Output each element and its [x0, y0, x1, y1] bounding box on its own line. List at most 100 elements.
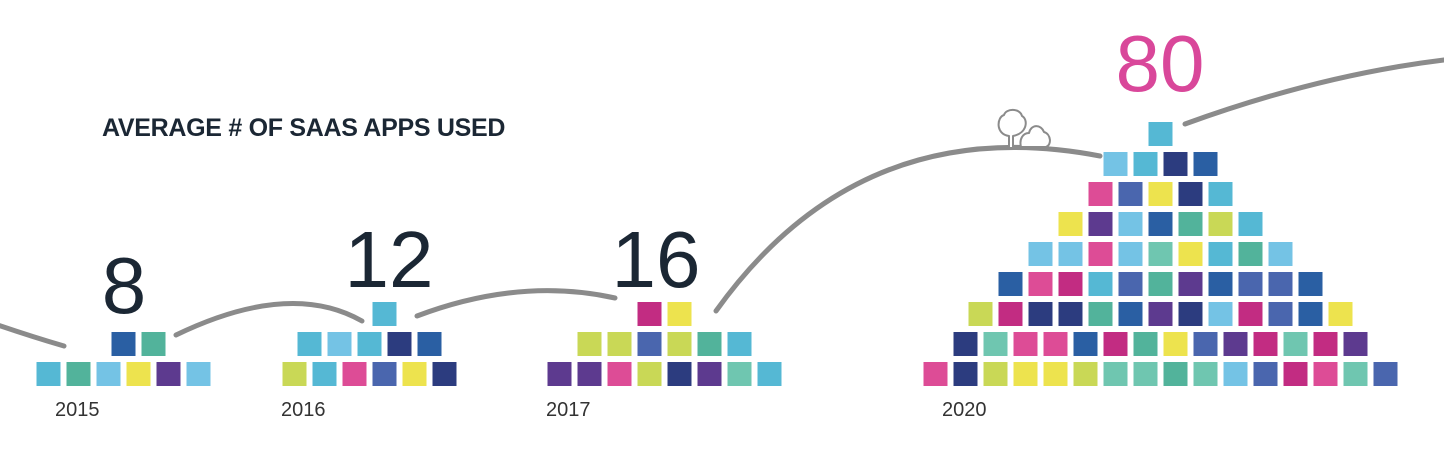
hill-curves	[0, 57, 1444, 349]
app-tile-2020-17	[953, 332, 978, 356]
app-tile-2020-21	[1073, 332, 1098, 356]
app-tile-2020-47	[1088, 272, 1113, 296]
app-tile-2016-7	[297, 332, 322, 356]
app-tile-2020-26	[1223, 332, 1248, 356]
app-tile-2020-40	[1238, 302, 1263, 326]
app-tile-2020-1	[923, 362, 948, 386]
app-tile-2020-60	[1178, 242, 1203, 266]
app-tile-2016-2	[312, 362, 337, 386]
app-tile-2017-15	[637, 302, 662, 326]
app-tile-2020-13	[1283, 362, 1308, 386]
app-tile-2020-61	[1208, 242, 1233, 266]
value-label-2020: 80	[1116, 19, 1205, 108]
app-tile-2020-36	[1118, 302, 1143, 326]
app-tile-2020-30	[1343, 332, 1368, 356]
app-tile-2020-57	[1088, 242, 1113, 266]
app-tile-2017-1	[547, 362, 572, 386]
app-tile-2020-66	[1118, 212, 1143, 236]
app-tile-2020-44	[998, 272, 1023, 296]
app-tile-2020-18	[983, 332, 1008, 356]
app-tile-2020-75	[1208, 182, 1233, 206]
value-label-2015: 8	[102, 241, 147, 330]
labels: 8 12 16 80 2015 2016 2017 2020	[55, 19, 1204, 421]
app-tile-2016-6	[432, 362, 457, 386]
app-tile-2016-9	[357, 332, 382, 356]
app-tile-2016-11	[417, 332, 442, 356]
value-label-2017: 16	[612, 215, 701, 304]
app-tile-2020-78	[1163, 152, 1188, 176]
app-tile-2020-12	[1253, 362, 1278, 386]
app-tile-2020-15	[1343, 362, 1368, 386]
app-tile-2020-20	[1043, 332, 1068, 356]
app-tile-2020-27	[1253, 332, 1278, 356]
app-tile-2020-72	[1118, 182, 1143, 206]
app-tile-2015-1	[36, 362, 61, 386]
app-tile-2020-59	[1148, 242, 1173, 266]
app-tile-2020-52	[1238, 272, 1263, 296]
app-tile-2020-14	[1313, 362, 1338, 386]
app-tile-2016-4	[372, 362, 397, 386]
app-tile-2020-62	[1238, 242, 1263, 266]
app-tile-2020-4	[1013, 362, 1038, 386]
year-label-2020: 2020	[942, 399, 987, 421]
app-tile-2016-5	[402, 362, 427, 386]
app-tile-2017-9	[577, 332, 602, 356]
app-tile-2015-7	[111, 332, 136, 356]
app-tile-2020-49	[1148, 272, 1173, 296]
app-tile-2017-5	[667, 362, 692, 386]
app-tile-2015-6	[186, 362, 211, 386]
app-tile-2020-48	[1118, 272, 1143, 296]
app-tile-2020-56	[1058, 242, 1083, 266]
bush-icon	[1019, 125, 1051, 148]
app-tile-2020-16	[1373, 362, 1398, 386]
hill-right	[1182, 57, 1444, 127]
app-tile-2017-14	[727, 332, 752, 356]
app-tile-2020-65	[1088, 212, 1113, 236]
app-tile-2020-70	[1238, 212, 1263, 236]
app-tile-2017-8	[757, 362, 782, 386]
app-tile-2020-19	[1013, 332, 1038, 356]
tile-stacks	[36, 122, 1398, 386]
app-tile-2020-55	[1028, 242, 1053, 266]
app-tile-2020-24	[1163, 332, 1188, 356]
app-tile-2015-3	[96, 362, 121, 386]
app-tile-2020-25	[1193, 332, 1218, 356]
app-tile-2020-39	[1208, 302, 1233, 326]
app-tile-2015-2	[66, 362, 91, 386]
app-tile-2016-1	[282, 362, 307, 386]
app-tile-2020-42	[1298, 302, 1323, 326]
app-tile-2020-8	[1133, 362, 1158, 386]
value-label-2016: 12	[345, 215, 434, 304]
app-tile-2016-3	[342, 362, 367, 386]
tree-icon	[997, 108, 1027, 147]
app-tile-2020-45	[1028, 272, 1053, 296]
app-tile-2017-12	[667, 332, 692, 356]
app-tile-2020-74	[1178, 182, 1203, 206]
app-tile-2020-34	[1058, 302, 1083, 326]
app-tile-2020-69	[1208, 212, 1233, 236]
app-tile-2017-2	[577, 362, 602, 386]
hill-2016-2017	[414, 288, 618, 319]
chart-title: AVERAGE # OF SAAS APPS USED	[102, 114, 506, 142]
app-tile-2020-2	[953, 362, 978, 386]
app-tile-2020-68	[1178, 212, 1203, 236]
app-tile-2020-6	[1073, 362, 1098, 386]
app-tile-2017-4	[637, 362, 662, 386]
app-tile-2020-11	[1223, 362, 1248, 386]
app-tile-2020-29	[1313, 332, 1338, 356]
app-tile-2016-12	[372, 302, 397, 326]
tree-decoration	[997, 108, 1051, 148]
hill-left	[0, 323, 67, 349]
app-tile-2020-5	[1043, 362, 1068, 386]
app-tile-2020-35	[1088, 302, 1113, 326]
app-tile-2020-37	[1148, 302, 1173, 326]
app-tile-2020-38	[1178, 302, 1203, 326]
app-tile-2020-23	[1133, 332, 1158, 356]
app-tile-2017-11	[637, 332, 662, 356]
app-tile-2020-33	[1028, 302, 1053, 326]
app-tile-2016-10	[387, 332, 412, 356]
hill-2017-2020	[713, 144, 1103, 314]
app-tile-2020-64	[1058, 212, 1083, 236]
app-tile-2020-50	[1178, 272, 1203, 296]
